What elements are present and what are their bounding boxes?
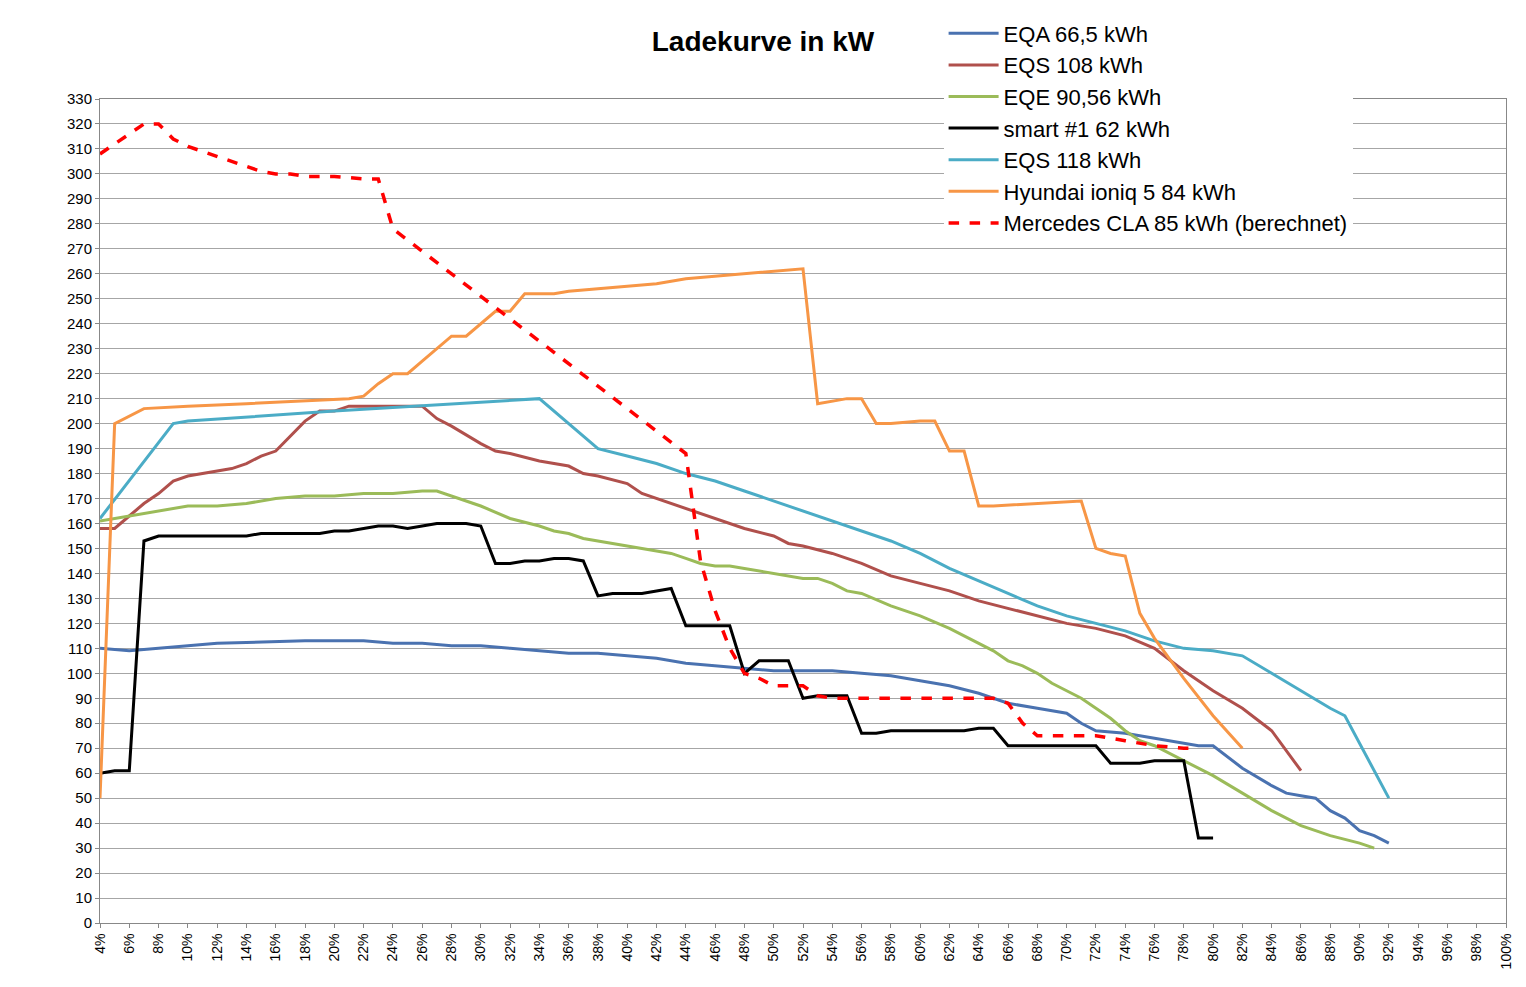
svg-text:EQS 108 kWh: EQS 108 kWh	[1004, 53, 1143, 78]
svg-text:20: 20	[75, 864, 92, 881]
svg-text:44%: 44%	[677, 934, 693, 962]
svg-text:70: 70	[75, 739, 92, 756]
svg-text:74%: 74%	[1117, 934, 1133, 962]
svg-text:32%: 32%	[502, 934, 518, 962]
svg-text:18%: 18%	[297, 934, 313, 962]
svg-text:24%: 24%	[384, 934, 400, 962]
svg-text:36%: 36%	[560, 934, 576, 962]
svg-text:40: 40	[75, 814, 92, 831]
svg-text:80: 80	[75, 714, 92, 731]
svg-text:26%: 26%	[414, 934, 430, 962]
svg-text:100: 100	[67, 665, 92, 682]
svg-text:42%: 42%	[648, 934, 664, 962]
svg-text:330: 330	[67, 90, 92, 107]
svg-text:70%: 70%	[1058, 934, 1074, 962]
svg-text:92%: 92%	[1380, 934, 1396, 962]
svg-text:90: 90	[75, 690, 92, 707]
svg-text:90%: 90%	[1351, 934, 1367, 962]
svg-text:150: 150	[67, 540, 92, 557]
svg-text:180: 180	[67, 465, 92, 482]
svg-text:310: 310	[67, 140, 92, 157]
svg-text:130: 130	[67, 590, 92, 607]
svg-text:14%: 14%	[238, 934, 254, 962]
svg-text:110: 110	[68, 640, 92, 657]
svg-text:EQA 66,5 kWh: EQA 66,5 kWh	[1004, 22, 1148, 47]
svg-text:84%: 84%	[1263, 934, 1279, 962]
svg-text:200: 200	[67, 415, 92, 432]
svg-text:16%: 16%	[267, 934, 283, 962]
svg-text:58%: 58%	[882, 934, 898, 962]
svg-text:56%: 56%	[853, 934, 869, 962]
svg-text:240: 240	[67, 315, 92, 332]
svg-text:230: 230	[67, 340, 92, 357]
svg-text:280: 280	[67, 215, 92, 232]
svg-text:68%: 68%	[1029, 934, 1045, 962]
svg-text:50: 50	[75, 789, 92, 806]
svg-text:38%: 38%	[590, 934, 606, 962]
svg-text:Mercedes CLA 85 kWh (berechnet: Mercedes CLA 85 kWh (berechnet)	[1004, 211, 1348, 236]
svg-text:28%: 28%	[443, 934, 459, 962]
svg-text:30%: 30%	[472, 934, 488, 962]
svg-text:10%: 10%	[179, 934, 195, 962]
svg-text:48%: 48%	[736, 934, 752, 962]
svg-text:22%: 22%	[355, 934, 371, 962]
svg-text:320: 320	[67, 115, 92, 132]
svg-text:72%: 72%	[1087, 934, 1103, 962]
svg-text:80%: 80%	[1205, 934, 1221, 962]
svg-text:170: 170	[67, 490, 92, 507]
svg-text:Ladekurve in kW: Ladekurve in kW	[652, 26, 875, 57]
svg-text:34%: 34%	[531, 934, 547, 962]
svg-text:190: 190	[67, 440, 92, 457]
svg-text:4%: 4%	[92, 934, 108, 954]
svg-text:300: 300	[67, 165, 92, 182]
svg-text:EQS 118 kWh: EQS 118 kWh	[1004, 148, 1142, 173]
svg-text:6%: 6%	[121, 934, 137, 954]
svg-text:20%: 20%	[326, 934, 342, 962]
svg-text:210: 210	[67, 390, 92, 407]
svg-text:60: 60	[75, 764, 92, 781]
svg-text:54%: 54%	[824, 934, 840, 962]
svg-text:220: 220	[67, 365, 92, 382]
svg-text:140: 140	[67, 565, 92, 582]
svg-text:82%: 82%	[1234, 934, 1250, 962]
svg-text:76%: 76%	[1146, 934, 1162, 962]
svg-text:86%: 86%	[1293, 934, 1309, 962]
svg-text:62%: 62%	[941, 934, 957, 962]
svg-text:64%: 64%	[970, 934, 986, 962]
svg-text:96%: 96%	[1439, 934, 1455, 962]
svg-text:8%: 8%	[150, 934, 166, 954]
svg-text:40%: 40%	[619, 934, 635, 962]
svg-text:250: 250	[67, 290, 92, 307]
svg-text:290: 290	[67, 190, 92, 207]
svg-text:52%: 52%	[795, 934, 811, 962]
svg-text:EQE 90,56 kWh: EQE 90,56 kWh	[1004, 85, 1162, 110]
svg-text:94%: 94%	[1410, 934, 1426, 962]
svg-text:smart #1 62 kWh: smart #1 62 kWh	[1004, 117, 1170, 142]
svg-text:46%: 46%	[707, 934, 723, 962]
svg-text:0: 0	[84, 914, 92, 931]
svg-text:160: 160	[67, 515, 92, 532]
svg-text:12%: 12%	[209, 934, 225, 962]
svg-text:260: 260	[67, 265, 92, 282]
svg-text:98%: 98%	[1468, 934, 1484, 962]
svg-text:50%: 50%	[765, 934, 781, 962]
svg-text:60%: 60%	[912, 934, 928, 962]
svg-text:Hyundai ioniq 5 84 kWh: Hyundai ioniq 5 84 kWh	[1004, 180, 1236, 205]
svg-text:88%: 88%	[1322, 934, 1338, 962]
svg-text:10: 10	[75, 889, 92, 906]
svg-text:78%: 78%	[1175, 934, 1191, 962]
svg-text:270: 270	[67, 240, 92, 257]
svg-text:120: 120	[67, 615, 92, 632]
svg-text:100%: 100%	[1498, 934, 1514, 970]
svg-text:30: 30	[75, 839, 92, 856]
svg-text:66%: 66%	[1000, 934, 1016, 962]
